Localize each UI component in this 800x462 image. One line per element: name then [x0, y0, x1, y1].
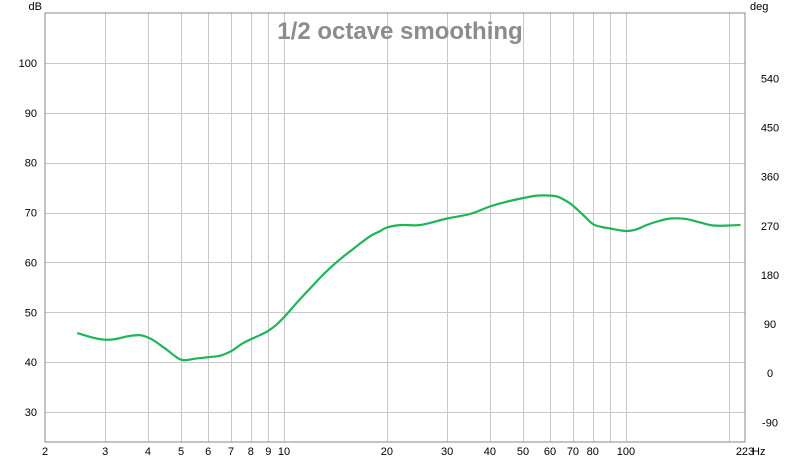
x-tick-label: 5 — [178, 446, 184, 458]
x-tick-label: 50 — [517, 446, 529, 458]
y-tick-label: 100 — [19, 58, 37, 70]
x-tick-label: 7 — [228, 446, 234, 458]
x-tick-label: 9 — [265, 446, 271, 458]
y2-tick-label: 90 — [764, 319, 776, 331]
y-tick-label: 50 — [25, 307, 37, 319]
y-tick-label: 90 — [25, 108, 37, 120]
x-tick-label: 8 — [248, 446, 254, 458]
y2-tick-label: 450 — [761, 123, 779, 135]
y-tick-label: 40 — [25, 357, 37, 369]
y-tick-label: 80 — [25, 158, 37, 170]
x-tick-label: 4 — [145, 446, 151, 458]
x-tick-label: 3 — [102, 446, 108, 458]
x-tick-label: 60 — [544, 446, 556, 458]
x-tick-label: 100 — [617, 446, 635, 458]
y-tick-label: 60 — [25, 257, 37, 269]
x-tick-label: 6 — [205, 446, 211, 458]
x-axis-unit-label: Hz — [752, 446, 765, 458]
y-tick-label: 30 — [25, 407, 37, 419]
x-tick-label: 10 — [278, 446, 290, 458]
x-tick-label: 223 — [736, 446, 754, 458]
grid-layer — [45, 13, 745, 442]
x-tick-label: 2 — [42, 446, 48, 458]
x-tick-label: 40 — [484, 446, 496, 458]
y2-axis-label: deg — [750, 1, 768, 13]
tick-label-layer: 2 3 4 5 6 7 8 9 10 20 30 40 50 60 70 80 100 223 100 90 80 70 6… — [19, 58, 780, 458]
x-tick-label: 30 — [441, 446, 453, 458]
y2-tick-label: 0 — [767, 368, 773, 380]
y2-tick-label: 540 — [761, 73, 779, 85]
y2-tick-label: 270 — [761, 221, 779, 233]
x-tick-label: 20 — [381, 446, 393, 458]
y-axis-label: dB — [29, 1, 42, 13]
y2-tick-label: 360 — [761, 172, 779, 184]
series-layer — [77, 194, 741, 362]
chart-title: 1/2 octave smoothing — [277, 18, 522, 45]
y2-tick-label: -90 — [762, 417, 778, 429]
x-tick-label: 70 — [567, 446, 579, 458]
y2-tick-label: 180 — [761, 270, 779, 282]
y-tick-label: 70 — [25, 208, 37, 220]
x-tick-label: 80 — [587, 446, 599, 458]
plot-frame — [44, 12, 746, 443]
series-line — [77, 194, 741, 362]
